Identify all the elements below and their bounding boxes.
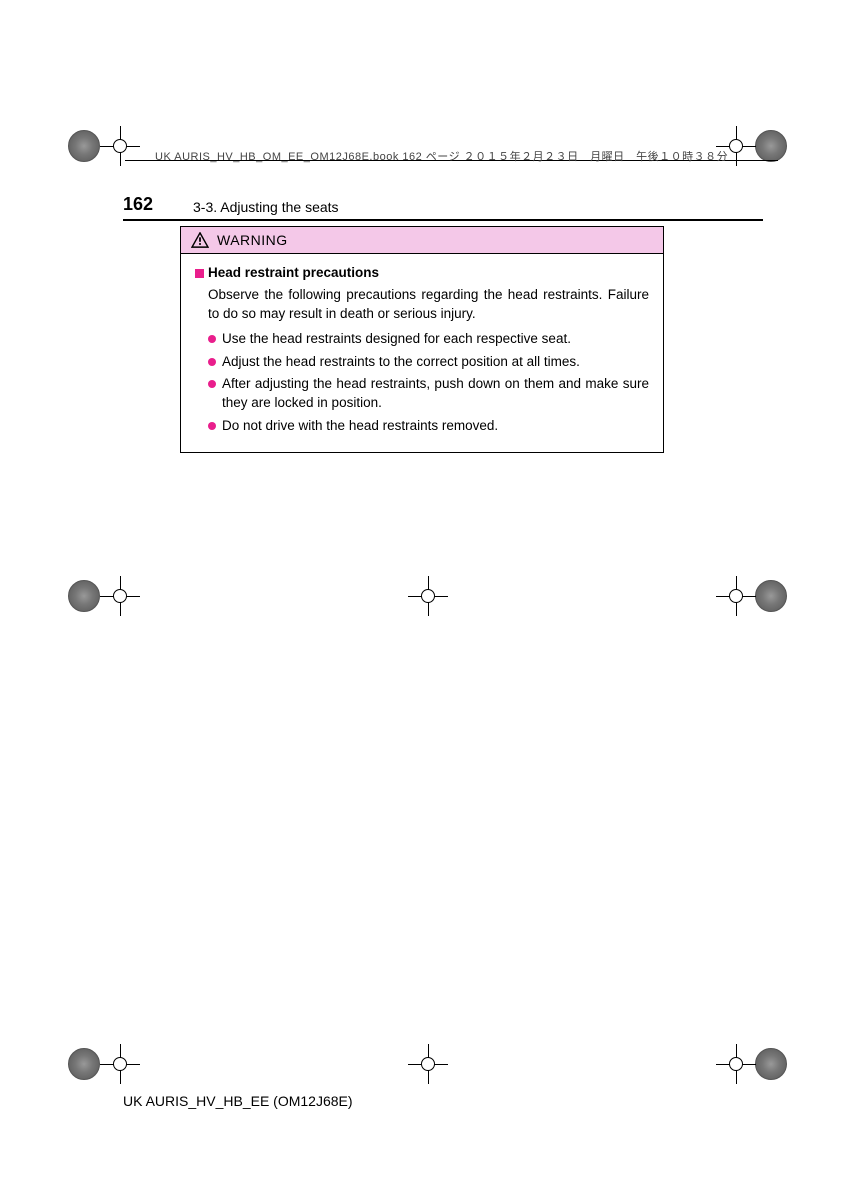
registration-mark (755, 1048, 787, 1080)
warning-label: WARNING (217, 232, 288, 248)
square-marker-icon (195, 269, 204, 278)
printer-meta-text: UK AURIS_HV_HB_OM_EE_OM12J68E.book 162 ペ… (155, 148, 728, 164)
warning-header: WARNING (181, 227, 663, 254)
warning-icon (191, 232, 209, 248)
warning-box: WARNING Head restraint precautions Obser… (180, 226, 664, 453)
warning-body: Head restraint precautions Observe the f… (181, 254, 663, 452)
footer-document-code: UK AURIS_HV_HB_EE (OM12J68E) (123, 1093, 353, 1109)
warning-subheading: Head restraint precautions (195, 264, 649, 283)
warning-bullet: Use the head restraints designed for eac… (208, 330, 649, 349)
registration-mark (755, 580, 787, 612)
page-header: 162 3-3. Adjusting the seats (123, 195, 763, 221)
warning-heading-text: Head restraint precautions (208, 264, 379, 283)
registration-mark (68, 130, 100, 162)
page-number: 162 (123, 194, 153, 215)
warning-bullet: After adjusting the head restraints, pus… (208, 375, 649, 413)
registration-mark (755, 130, 787, 162)
alignment-target (408, 1044, 448, 1084)
alignment-target (100, 576, 140, 616)
section-title: 3-3. Adjusting the seats (193, 199, 339, 215)
registration-mark (68, 1048, 100, 1080)
warning-bullet: Adjust the head restraints to the correc… (208, 353, 649, 372)
warning-bullet-list: Use the head restraints designed for eac… (195, 330, 649, 436)
alignment-target (100, 1044, 140, 1084)
registration-mark (68, 580, 100, 612)
alignment-target (716, 1044, 756, 1084)
warning-intro: Observe the following precautions regard… (195, 286, 649, 324)
alignment-target (408, 576, 448, 616)
warning-bullet: Do not drive with the head restraints re… (208, 417, 649, 436)
alignment-target (716, 576, 756, 616)
